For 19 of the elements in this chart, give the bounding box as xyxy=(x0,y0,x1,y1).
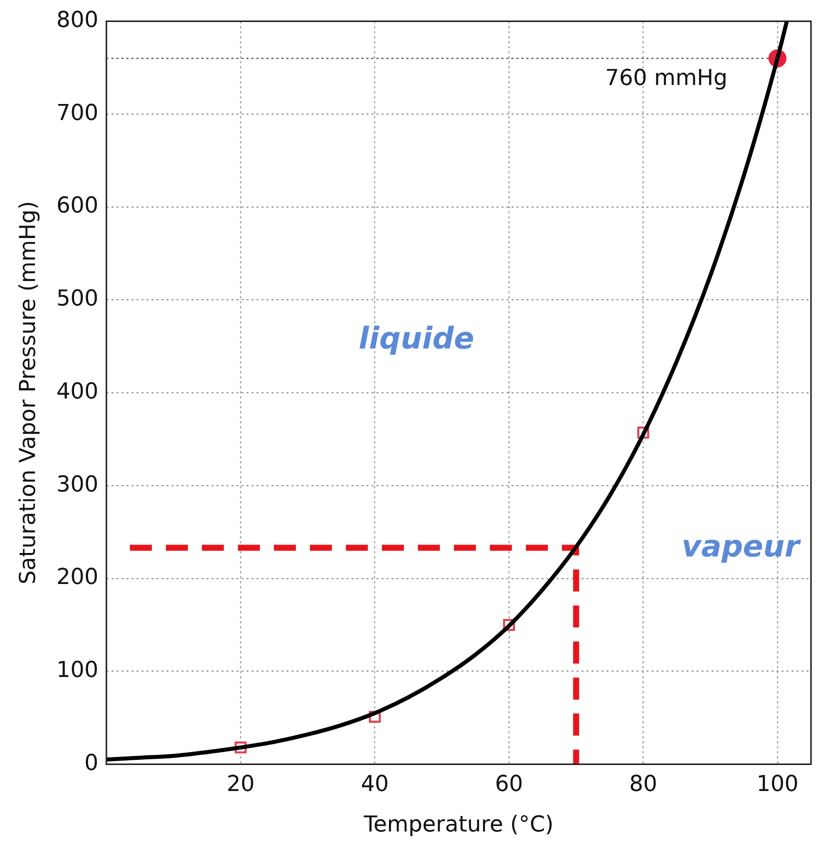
y-tick-label: 800 xyxy=(56,8,98,33)
y-tick-label: 500 xyxy=(56,286,98,312)
x-tick-label: 40 xyxy=(360,772,389,798)
y-tick-label: 200 xyxy=(56,565,98,590)
y-tick-label: 700 xyxy=(56,100,98,126)
annotation: vapeur xyxy=(682,530,802,565)
x-tick-label: 100 xyxy=(756,772,798,798)
x-tick-label: 20 xyxy=(226,772,255,798)
y-tick-label: 600 xyxy=(56,194,98,219)
y-tick-label: 400 xyxy=(56,379,98,404)
x-tick-label: 80 xyxy=(629,772,658,798)
y-tick-label: 100 xyxy=(56,658,98,684)
y-tick-label: 0 xyxy=(84,750,98,776)
y-tick-label: 300 xyxy=(56,472,98,498)
annotation: liquide xyxy=(358,321,474,356)
ref-line-label: 760 mmHg xyxy=(605,66,728,92)
x-tick-label: 60 xyxy=(495,772,524,798)
y-axis-title: Saturation Vapor Pressure (mmHg) xyxy=(16,200,41,584)
x-axis-title: Temperature (°C) xyxy=(362,812,554,838)
